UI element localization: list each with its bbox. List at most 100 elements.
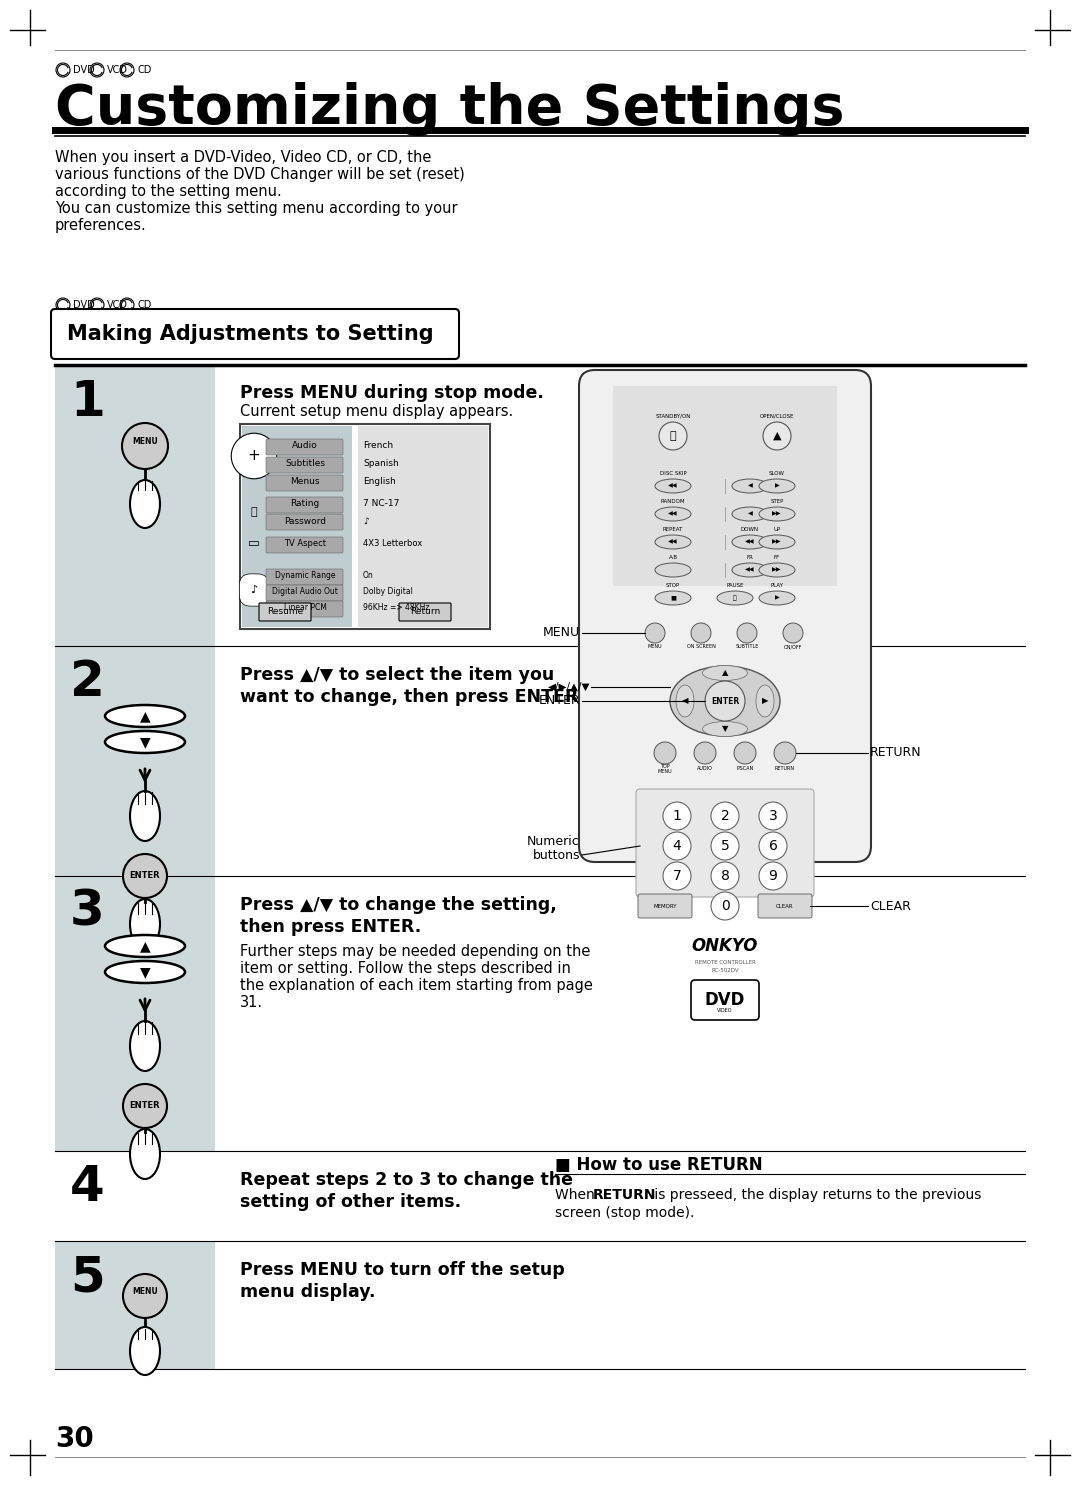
- Text: ◀: ◀: [681, 696, 688, 705]
- Text: CLEAR: CLEAR: [777, 903, 794, 909]
- Text: ◀◀: ◀◀: [745, 567, 755, 573]
- Circle shape: [711, 832, 739, 860]
- Text: Customizing the Settings: Customizing the Settings: [55, 82, 845, 137]
- Text: Password: Password: [284, 517, 326, 526]
- Text: ♪: ♪: [363, 517, 368, 526]
- Ellipse shape: [756, 685, 774, 717]
- Ellipse shape: [105, 705, 185, 728]
- Text: 1: 1: [673, 809, 681, 823]
- Text: AUDIO: AUDIO: [697, 766, 713, 772]
- Text: setting of other items.: setting of other items.: [240, 1192, 461, 1210]
- Ellipse shape: [654, 563, 691, 578]
- FancyBboxPatch shape: [259, 603, 311, 621]
- Ellipse shape: [717, 591, 753, 604]
- Circle shape: [783, 624, 804, 643]
- Ellipse shape: [105, 936, 185, 956]
- Text: Rating: Rating: [291, 499, 320, 508]
- Circle shape: [123, 1274, 167, 1319]
- Text: 2: 2: [720, 809, 729, 823]
- Text: FR: FR: [746, 555, 754, 560]
- Text: 4X3 Letterbox: 4X3 Letterbox: [363, 539, 422, 548]
- Text: ◀◀: ◀◀: [669, 539, 678, 545]
- FancyBboxPatch shape: [636, 789, 814, 897]
- Text: MEMORY: MEMORY: [653, 903, 677, 909]
- Text: buttons: buttons: [532, 849, 580, 861]
- Text: ◀: ◀: [747, 484, 753, 489]
- Text: MENU: MENU: [132, 437, 158, 446]
- Ellipse shape: [130, 1022, 160, 1071]
- Text: OPEN/CLOSE: OPEN/CLOSE: [759, 413, 794, 419]
- Text: 7 NC-17: 7 NC-17: [363, 499, 400, 508]
- FancyBboxPatch shape: [266, 514, 343, 530]
- Text: ▶: ▶: [761, 696, 768, 705]
- Text: ▶▶: ▶▶: [772, 511, 782, 517]
- Text: 6: 6: [769, 839, 778, 852]
- Text: REPEAT: REPEAT: [663, 527, 684, 532]
- Text: ♪: ♪: [251, 585, 257, 595]
- Text: item or setting. Follow the steps described in: item or setting. Follow the steps descri…: [240, 961, 571, 976]
- Text: preferences.: preferences.: [55, 218, 147, 233]
- Text: 🔒: 🔒: [251, 506, 257, 517]
- Text: MENU: MENU: [132, 1286, 158, 1295]
- Ellipse shape: [759, 480, 795, 493]
- Text: 7: 7: [673, 869, 681, 884]
- Text: DVD: DVD: [73, 65, 95, 76]
- Text: Press ▲/▼ to change the setting,: Press ▲/▼ to change the setting,: [240, 895, 557, 913]
- Text: ▭: ▭: [248, 538, 260, 551]
- Text: ■ How to use RETURN: ■ How to use RETURN: [555, 1155, 762, 1175]
- Text: TOP
MENU: TOP MENU: [658, 763, 673, 774]
- FancyBboxPatch shape: [266, 457, 343, 474]
- Circle shape: [654, 742, 676, 763]
- Text: screen (stop mode).: screen (stop mode).: [555, 1206, 694, 1221]
- Circle shape: [737, 624, 757, 643]
- FancyBboxPatch shape: [266, 475, 343, 492]
- Ellipse shape: [732, 563, 768, 578]
- FancyBboxPatch shape: [266, 497, 343, 512]
- Text: Return: Return: [410, 607, 441, 616]
- Ellipse shape: [759, 506, 795, 521]
- Text: ◀◀: ◀◀: [745, 539, 755, 545]
- Circle shape: [694, 742, 716, 763]
- Text: 9: 9: [769, 869, 778, 884]
- Text: ENTER: ENTER: [711, 696, 739, 705]
- Text: P.SCAN: P.SCAN: [737, 766, 754, 772]
- Text: ENTER: ENTER: [130, 1102, 160, 1111]
- FancyBboxPatch shape: [638, 894, 692, 918]
- Ellipse shape: [105, 961, 185, 983]
- Text: Menus: Menus: [291, 478, 320, 487]
- Circle shape: [659, 422, 687, 450]
- Text: When you insert a DVD-Video, Video CD, or CD, the: When you insert a DVD-Video, Video CD, o…: [55, 150, 431, 165]
- Circle shape: [759, 832, 787, 860]
- Text: VCD: VCD: [107, 65, 129, 76]
- Text: UP: UP: [773, 527, 781, 532]
- Text: Repeat steps 2 to 3 to change the: Repeat steps 2 to 3 to change the: [240, 1172, 573, 1189]
- Text: ⏻: ⏻: [670, 431, 676, 441]
- Text: DISC SKIP: DISC SKIP: [660, 471, 687, 477]
- Ellipse shape: [759, 591, 795, 604]
- FancyBboxPatch shape: [51, 309, 459, 359]
- Text: various functions of the DVD Changer will be set (reset): various functions of the DVD Changer wil…: [55, 166, 464, 183]
- Text: Resume: Resume: [267, 607, 303, 616]
- Circle shape: [90, 298, 104, 312]
- Text: Digital Audio Out: Digital Audio Out: [272, 588, 338, 597]
- Text: A-B: A-B: [669, 555, 677, 560]
- Ellipse shape: [654, 480, 691, 493]
- Ellipse shape: [732, 535, 768, 549]
- Text: CD: CD: [137, 65, 151, 76]
- Circle shape: [711, 802, 739, 830]
- Circle shape: [759, 861, 787, 890]
- FancyBboxPatch shape: [266, 585, 343, 601]
- Ellipse shape: [732, 480, 768, 493]
- Circle shape: [123, 854, 167, 898]
- Text: 2: 2: [70, 658, 105, 705]
- Circle shape: [759, 802, 787, 830]
- Circle shape: [56, 298, 70, 312]
- FancyBboxPatch shape: [266, 569, 343, 585]
- Ellipse shape: [130, 480, 160, 529]
- Circle shape: [762, 422, 791, 450]
- Ellipse shape: [654, 535, 691, 549]
- Ellipse shape: [702, 665, 747, 680]
- Text: SLOW: SLOW: [769, 471, 785, 477]
- Bar: [613, 386, 837, 587]
- Text: the explanation of each item starting from page: the explanation of each item starting fr…: [240, 979, 593, 993]
